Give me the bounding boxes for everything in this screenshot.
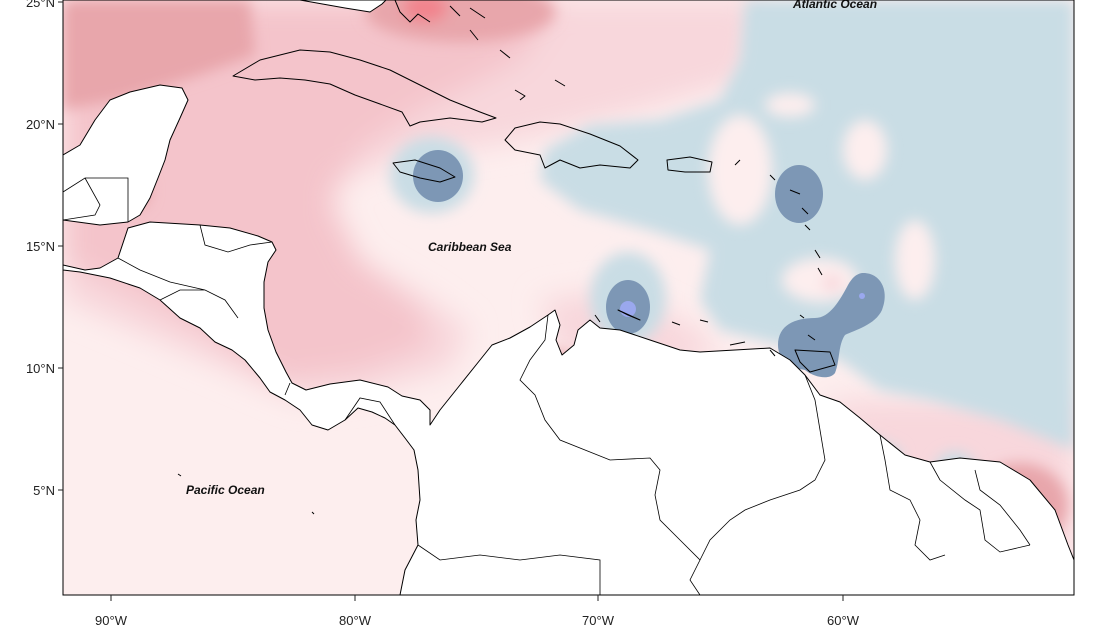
island-pacific [177, 473, 315, 515]
island-bahamas [394, 0, 566, 101]
map-panel: Atlantic Ocean Caribbean Sea Pacific Oce… [63, 0, 1074, 595]
border-colombia-peru [417, 544, 601, 595]
x-tick-label: 90°W [95, 613, 128, 628]
island-puerto-rico [666, 156, 713, 173]
border-mexico-guatemala [63, 177, 129, 222]
island-lesser-antilles [734, 159, 836, 373]
pink-pockets [708, 93, 935, 302]
border-guyana-suriname [879, 434, 946, 561]
y-axis: 25°N 20°N 15°N 10°N 5°N [26, 0, 63, 498]
y-tick-label: 20°N [26, 117, 55, 132]
border-central-america [117, 224, 396, 426]
x-tick-label: 60°W [827, 613, 860, 628]
y-tick-label: 10°N [26, 361, 55, 376]
x-tick-label: 80°W [339, 613, 372, 628]
border-suriname-guiana [929, 461, 1031, 553]
strong-negative-anomalies [413, 150, 965, 482]
island-jamaica [392, 159, 456, 183]
y-tick-label: 25°N [26, 0, 55, 10]
x-axis: 90°W 80°W 70°W 60°W [95, 595, 860, 628]
y-tick-label: 5°N [33, 483, 55, 498]
border-venezuela-guyana [699, 374, 826, 561]
land-central-south-america [63, 221, 1074, 595]
island-hispaniola [504, 121, 639, 169]
x-tick-label: 70°W [582, 613, 615, 628]
island-cuba [232, 49, 497, 127]
border-colombia-venezuela [519, 314, 701, 595]
land-florida-keys [299, 0, 387, 13]
y-tick-label: 15°N [26, 239, 55, 254]
island-abc [594, 309, 746, 346]
map-frame [62, 0, 1075, 596]
label-pacific-ocean: Pacific Ocean [186, 483, 265, 497]
label-caribbean-sea: Caribbean Sea [428, 240, 512, 254]
border-guiana-brazil [974, 469, 1031, 546]
label-atlantic-ocean: Atlantic Ocean [792, 0, 877, 11]
landmasses [63, 0, 1074, 595]
